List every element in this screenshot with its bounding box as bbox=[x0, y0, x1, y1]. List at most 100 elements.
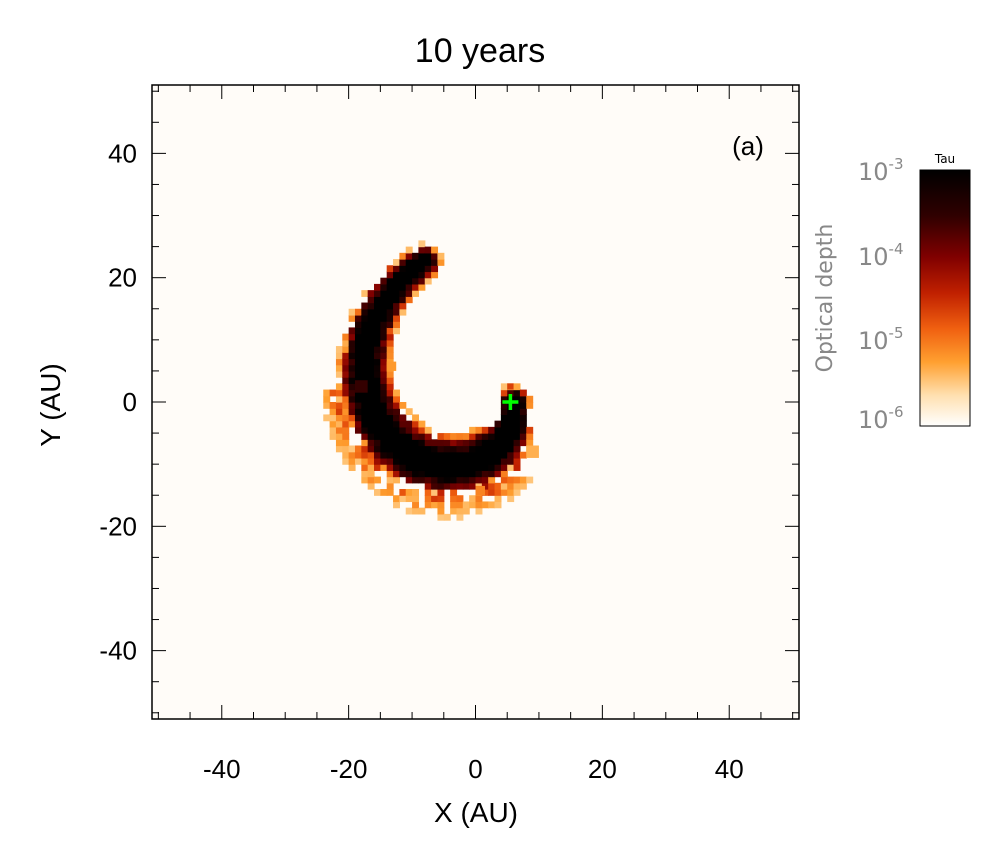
heatmap-cell bbox=[386, 352, 394, 360]
heatmap-cell bbox=[348, 377, 356, 384]
heatmap-cell bbox=[475, 457, 483, 465]
heatmap-cell bbox=[456, 445, 464, 453]
heatmap-cell bbox=[367, 339, 375, 347]
heatmap-cell bbox=[335, 358, 343, 366]
heatmap-cell bbox=[342, 339, 350, 347]
heatmap-cell bbox=[488, 501, 496, 509]
heatmap-cell bbox=[424, 246, 432, 254]
heatmap-cell bbox=[361, 470, 369, 478]
heatmap-cell bbox=[469, 451, 477, 459]
heatmap-cell bbox=[354, 414, 362, 422]
heatmap-cell bbox=[507, 420, 515, 428]
heatmap-cell bbox=[361, 402, 369, 409]
heatmap-cell bbox=[424, 501, 432, 509]
heatmap-cell bbox=[386, 339, 394, 347]
heatmap-cell bbox=[418, 470, 426, 478]
heatmap-cell bbox=[412, 489, 420, 496]
heatmap-cell bbox=[380, 290, 388, 297]
heatmap-cell bbox=[418, 271, 426, 279]
heatmap-cell bbox=[431, 259, 439, 266]
heatmap-cell bbox=[500, 476, 508, 484]
heatmap-cell bbox=[481, 426, 489, 434]
heatmap-cell bbox=[374, 445, 381, 453]
heatmap-cell bbox=[393, 439, 400, 447]
colorbar-tick-label: 10-3 bbox=[858, 155, 904, 186]
heatmap-cell bbox=[488, 476, 496, 484]
heatmap-cell bbox=[405, 445, 413, 453]
heatmap-cell bbox=[431, 489, 439, 496]
heatmap-cell bbox=[354, 352, 362, 360]
heatmap-cell bbox=[367, 414, 375, 422]
heatmap-cell bbox=[443, 464, 451, 471]
heatmap-cell bbox=[367, 476, 375, 484]
heatmap-cell bbox=[393, 445, 400, 453]
heatmap-cell bbox=[418, 265, 426, 273]
heatmap-cell bbox=[412, 470, 420, 478]
heatmap-cell bbox=[494, 489, 502, 496]
heatmap-cell bbox=[386, 321, 394, 329]
heatmap-cell bbox=[424, 457, 432, 465]
heatmap-cell bbox=[380, 308, 388, 316]
heatmap-cell bbox=[475, 507, 483, 515]
heatmap-cell bbox=[526, 426, 534, 434]
y-tick-label: 0 bbox=[123, 387, 137, 417]
heatmap-cell bbox=[456, 495, 464, 503]
heatmap-cell bbox=[513, 439, 521, 447]
heatmap-cell bbox=[342, 364, 350, 372]
heatmap-cell bbox=[469, 495, 477, 503]
heatmap-cell bbox=[437, 464, 445, 471]
heatmap-cell bbox=[367, 327, 375, 335]
heatmap-cell bbox=[507, 383, 514, 390]
heatmap-cell bbox=[380, 408, 388, 416]
heatmap-cell bbox=[361, 314, 369, 322]
heatmap-cell bbox=[361, 433, 369, 440]
heatmap-cell bbox=[399, 451, 407, 459]
heatmap-cell bbox=[386, 308, 394, 316]
heatmap-cell bbox=[374, 296, 381, 304]
heatmap-cell bbox=[354, 339, 362, 347]
heatmap-cell bbox=[418, 420, 426, 428]
y-tick-label: 20 bbox=[108, 263, 137, 293]
heatmap-cell bbox=[361, 352, 369, 360]
heatmap-cell bbox=[386, 402, 394, 409]
heatmap-cell bbox=[374, 433, 381, 440]
heatmap-cell bbox=[329, 420, 337, 428]
heatmap-cell bbox=[431, 470, 439, 478]
heatmap-cell bbox=[386, 408, 394, 416]
heatmap-cell bbox=[488, 457, 496, 465]
x-axis-label: X (AU) bbox=[434, 797, 518, 828]
heatmap-cell bbox=[348, 408, 356, 416]
heatmap-cell bbox=[380, 402, 388, 409]
heatmap-cell bbox=[456, 513, 464, 521]
colorbar-label: Optical depth bbox=[813, 224, 838, 373]
heatmap-cell bbox=[342, 457, 350, 465]
heatmap-cell bbox=[513, 489, 521, 496]
heatmap-cell bbox=[393, 327, 400, 335]
heatmap-cell bbox=[507, 426, 515, 434]
heatmap-cell bbox=[405, 464, 413, 471]
heatmap-cell bbox=[462, 457, 470, 465]
chart-title: 10 years bbox=[415, 32, 545, 70]
heatmap-cell bbox=[348, 358, 356, 366]
heatmap-cell bbox=[462, 445, 470, 453]
heatmap-cell bbox=[431, 451, 439, 459]
heatmap-cell bbox=[424, 433, 432, 440]
heatmap-cell bbox=[405, 507, 413, 515]
heatmap-cell bbox=[367, 333, 375, 341]
y-tick-label: 40 bbox=[108, 138, 137, 168]
heatmap-cell bbox=[374, 420, 381, 428]
heatmap-cell bbox=[412, 420, 420, 428]
heatmap-cell bbox=[374, 290, 381, 297]
heatmap-cell bbox=[494, 439, 502, 447]
heatmap-cell bbox=[462, 476, 470, 484]
heatmap-cell bbox=[399, 283, 407, 291]
heatmap-cell bbox=[367, 408, 375, 416]
heatmap-cell bbox=[424, 426, 432, 434]
heatmap-cell bbox=[354, 308, 362, 316]
heatmap-cell bbox=[361, 445, 369, 453]
heatmap-cell bbox=[443, 457, 451, 465]
heatmap-cell bbox=[335, 370, 343, 378]
heatmap-cell bbox=[335, 426, 343, 434]
heatmap-cell bbox=[348, 457, 356, 465]
heatmap-cell bbox=[374, 302, 381, 310]
